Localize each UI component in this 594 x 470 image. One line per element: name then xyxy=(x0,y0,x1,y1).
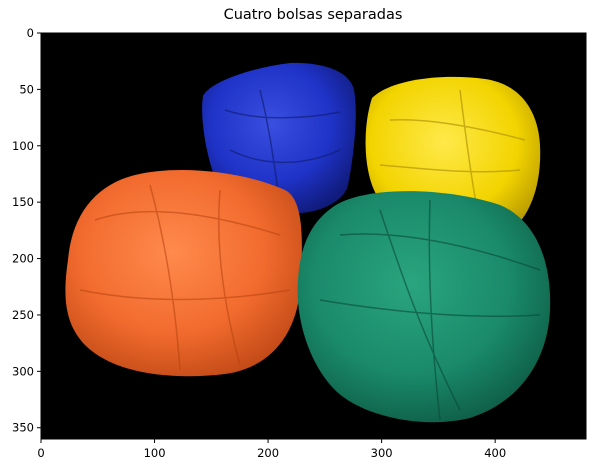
x-tick-label: 100 xyxy=(144,446,166,460)
axes-frame xyxy=(40,32,587,440)
y-tick-label: 100 xyxy=(12,139,34,153)
y-tick-label: 0 xyxy=(27,26,34,40)
y-tick-label: 300 xyxy=(12,364,34,378)
figure-title: Cuatro bolsas separadas xyxy=(223,7,403,23)
y-axis: 0 50 100 150 200 250 300 350 xyxy=(12,26,41,435)
x-tick-label: 400 xyxy=(484,446,506,460)
y-tick-label: 150 xyxy=(12,195,34,209)
blue-beanbag xyxy=(202,62,356,214)
y-tick-label: 200 xyxy=(12,252,34,266)
x-axis: 0 100 200 300 400 xyxy=(37,439,506,460)
y-tick-label: 350 xyxy=(12,421,34,435)
x-tick-label: 300 xyxy=(371,446,393,460)
orange-beanbag xyxy=(65,170,302,377)
x-tick-label: 0 xyxy=(37,446,44,460)
x-tick-label: 200 xyxy=(257,446,279,460)
y-tick-label: 50 xyxy=(19,82,34,96)
orange-folds xyxy=(79,184,291,371)
green-beanbag xyxy=(297,191,551,423)
green-folds xyxy=(319,199,541,421)
y-tick-label: 250 xyxy=(12,308,34,322)
